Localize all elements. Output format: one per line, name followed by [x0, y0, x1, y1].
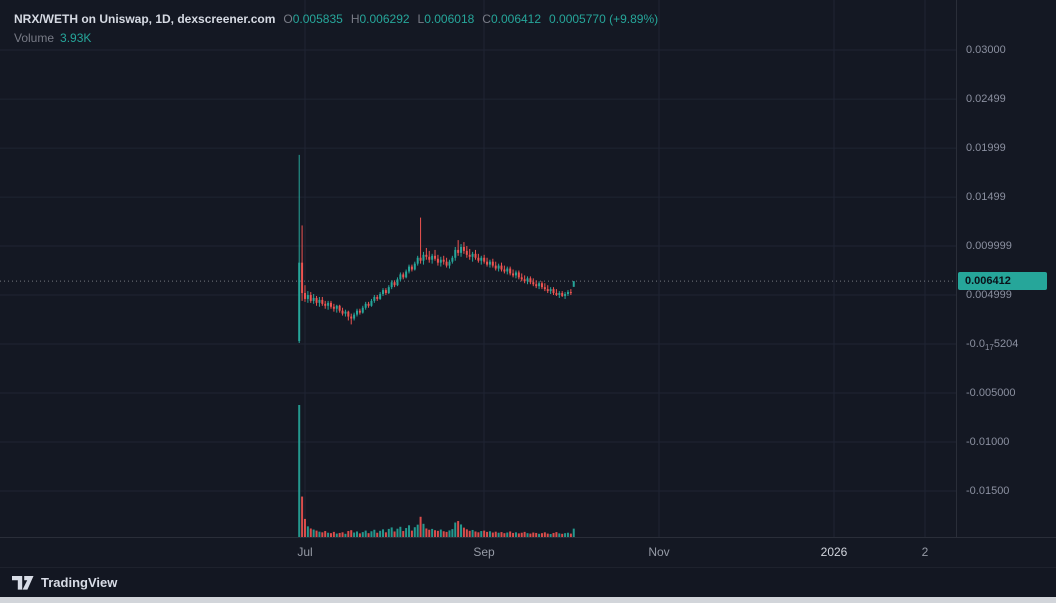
- tradingview-attribution: TradingView: [0, 567, 1056, 597]
- time-axis-label[interactable]: Jul: [297, 545, 313, 559]
- tradingview-logo-icon[interactable]: [12, 575, 34, 590]
- ohlc-high: H0.006292: [350, 12, 410, 26]
- symbol-title[interactable]: NRX/WETH on Uniswap, 1D, dexscreener.com: [14, 12, 276, 26]
- time-axis-label[interactable]: 2: [921, 545, 929, 559]
- price-axis-label[interactable]: 0.02499: [966, 93, 1006, 106]
- tradingview-wordmark[interactable]: TradingView: [41, 575, 118, 590]
- grid-lines: [0, 0, 956, 537]
- legend-row-ohlc: NRX/WETH on Uniswap, 1D, dexscreener.com…: [14, 10, 658, 29]
- price-axis-label[interactable]: 0.01499: [966, 191, 1006, 204]
- price-axis-label[interactable]: 0.004999: [966, 289, 1012, 301]
- price-axis-label[interactable]: -0.0175204: [966, 337, 1019, 352]
- candles: [298, 154, 575, 344]
- time-axis-label[interactable]: Nov: [648, 545, 670, 559]
- price-axis-label[interactable]: -0.01000: [966, 435, 1010, 448]
- price-axis-label[interactable]: 0.01999: [966, 142, 1006, 155]
- time-axis[interactable]: Jul Sep Nov 2026 2: [0, 537, 1056, 568]
- window-bottom-edge: [0, 597, 1056, 603]
- price-axis-label[interactable]: 0.03000: [966, 43, 1006, 56]
- time-axis-label[interactable]: Sep: [473, 545, 495, 559]
- chart-legend: NRX/WETH on Uniswap, 1D, dexscreener.com…: [14, 10, 658, 48]
- last-price-value: 0.006412: [965, 275, 1011, 288]
- volume-label: Volume: [14, 31, 55, 45]
- ohlc-close: C0.006412: [482, 12, 542, 26]
- legend-row-volume: Volume 3.93K: [14, 29, 658, 48]
- ohlc-change: 0.0005770 (+9.89%): [549, 12, 659, 26]
- price-axis[interactable]: 0.006412 0.03000 0.02499 0.01999 0.01499 0.0…: [956, 0, 1056, 537]
- volume-value: 3.93K: [60, 31, 92, 45]
- price-axis-label[interactable]: -0.01500: [966, 484, 1010, 497]
- price-axis-label[interactable]: -0.005000: [966, 386, 1016, 399]
- ohlc-open: O0.005835: [283, 12, 343, 26]
- volume-bars: [298, 405, 575, 537]
- time-axis-label[interactable]: 2026: [820, 545, 848, 559]
- price-axis-label[interactable]: 0.009999: [966, 240, 1012, 252]
- ohlc-low: L0.006018: [417, 12, 475, 26]
- last-price-label: 0.006412: [958, 272, 1047, 291]
- candlestick-chart[interactable]: [0, 0, 956, 537]
